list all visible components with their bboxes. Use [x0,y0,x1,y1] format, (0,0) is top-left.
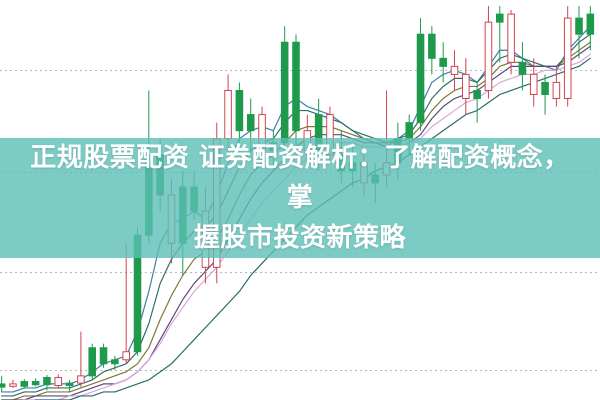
candlestick [428,26,436,75]
candlestick [280,26,289,151]
candlestick [235,82,244,147]
page-title: 正规股票配资 证券配资解析：了解配资概念，掌 握股市投资新策略 [30,143,570,253]
candle-body [65,382,74,387]
candlestick [450,50,459,91]
candlestick [507,10,515,75]
candlestick [20,379,29,389]
candle-body [428,33,436,59]
candle-body [224,89,232,140]
candlestick [552,66,561,107]
candle-body [541,81,549,95]
candlestick [462,58,470,115]
candlestick [43,375,51,391]
candlestick [575,6,583,59]
candle-body [575,17,583,35]
candlestick [65,379,74,392]
candle-body [88,347,97,377]
candle-body [54,376,63,387]
candle-body [235,89,244,132]
candlestick [484,6,493,99]
candle-body [43,376,51,386]
title-overlay-band: 正规股票配资 证券配资解析：了解配资概念，掌 握股市投资新策略 [0,138,600,258]
candlestick [586,6,595,51]
candle-body [20,380,29,387]
candlestick [99,343,108,368]
candle-body [122,351,130,361]
candle-body [484,21,493,91]
candlestick [563,6,572,107]
candlestick [88,343,97,380]
candlestick [495,6,504,63]
candlestick [122,243,130,364]
candle-body [280,41,289,144]
candlestick [439,42,447,83]
candle-body [405,122,413,140]
candle-body [111,359,119,365]
candle-body [495,13,504,23]
candlestick [111,355,119,370]
candlestick [416,18,425,131]
candlestick [0,375,6,392]
candle-body [0,383,6,388]
candle-body [563,17,572,100]
candle-body [292,41,300,132]
candle-body [416,33,425,124]
candlestick [77,331,85,388]
candlestick [292,34,300,147]
candle-body [586,13,595,35]
candle-body [507,13,515,63]
candle-body [552,81,561,100]
candlestick [529,58,538,107]
candle-body [9,383,17,387]
candle-body [450,65,459,75]
candle-body [462,73,470,100]
candle-body [518,61,527,75]
candlestick [54,374,63,388]
candle-body [529,73,538,95]
candlestick [473,82,481,123]
candlestick [518,42,527,91]
candle-body [77,375,85,384]
candlestick [9,379,17,388]
candlestick [31,378,40,387]
candle-body [473,89,481,100]
candle-body [439,57,447,67]
candle-body [99,347,108,365]
candle-body [246,114,255,132]
candle-body [31,380,40,386]
candlestick [541,74,549,115]
